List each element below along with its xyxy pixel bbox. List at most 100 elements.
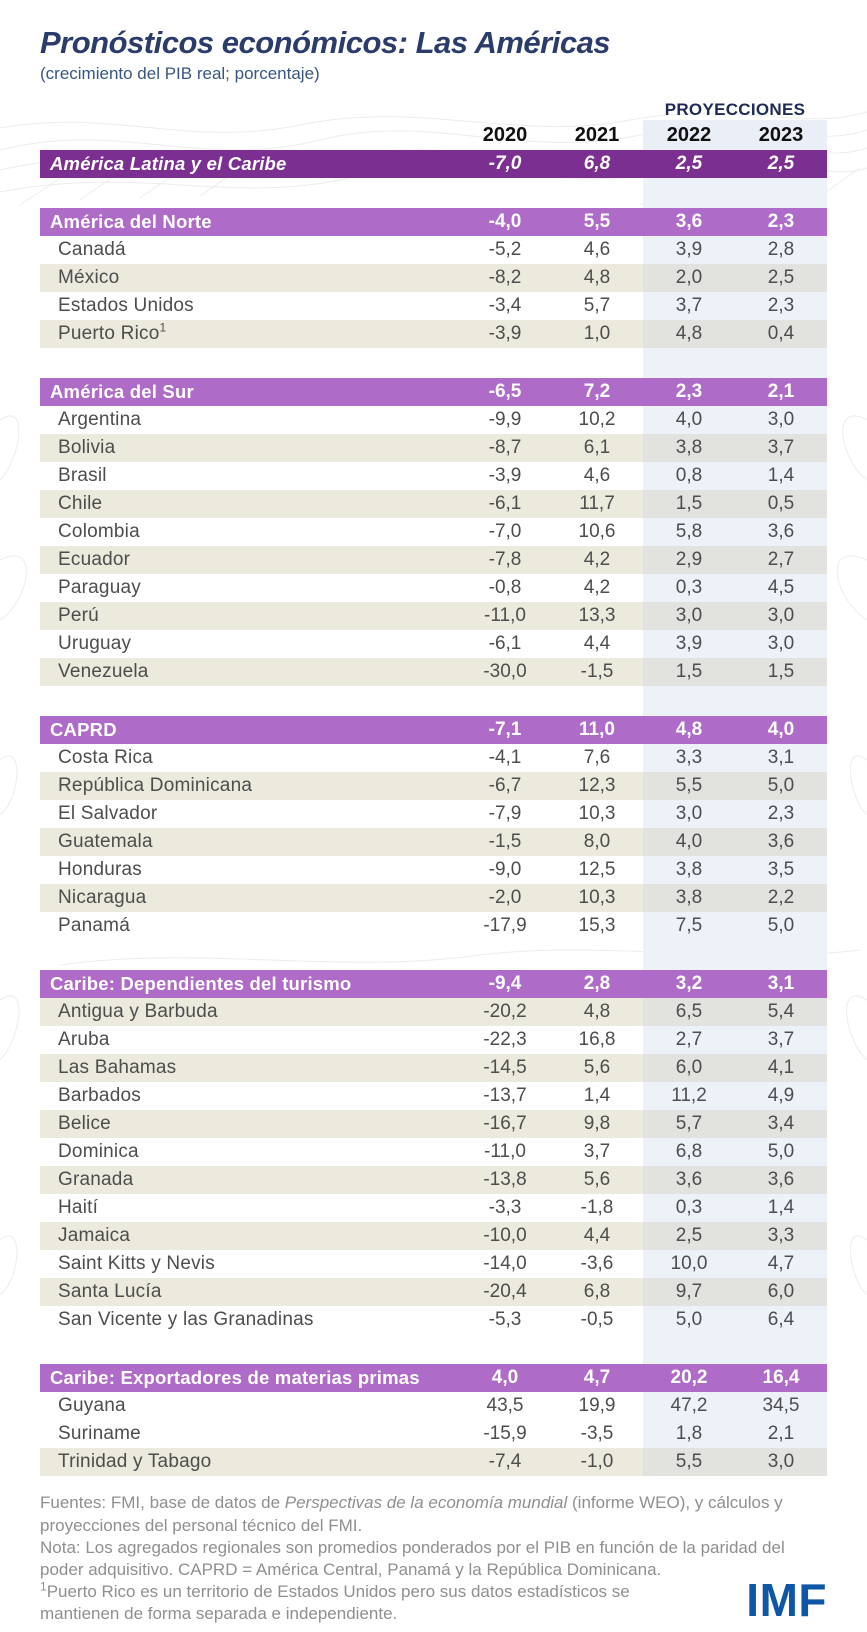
imf-logo: IMF	[746, 1574, 827, 1627]
country-value: -10,0	[483, 1225, 527, 1247]
country-name: Canadá	[58, 239, 126, 261]
table-row: Argentina -9,9 10,2 4,0 3,0	[40, 406, 827, 435]
country-label: México	[40, 267, 459, 289]
country-value: 13,3	[578, 605, 616, 627]
country-value: 11,7	[579, 493, 615, 515]
country-name: Paraguay	[58, 577, 141, 599]
country-value: 2,7	[643, 1026, 735, 1055]
country-value: 4,6	[583, 465, 611, 487]
country-name: Perú	[58, 605, 99, 627]
country-value: -20,4	[483, 1281, 527, 1303]
country-value: 5,0	[735, 772, 827, 801]
country-value: 3,8	[643, 884, 735, 913]
country-value: 4,6	[583, 239, 611, 261]
country-value: 2,1	[735, 1420, 827, 1449]
country-value: 5,8	[643, 518, 735, 547]
country-value: 4,1	[735, 1054, 827, 1083]
section-header-row: CAPRD -7,1 11,0 4,8 4,0	[40, 716, 827, 745]
country-label: Paraguay	[40, 577, 459, 599]
country-name: Barbados	[58, 1085, 141, 1107]
country-value: -8,2	[488, 267, 522, 289]
country-value: 4,9	[735, 1082, 827, 1111]
country-value: -3,5	[580, 1423, 614, 1445]
country-name: Granada	[58, 1169, 134, 1191]
country-value: -14,0	[483, 1253, 527, 1275]
footnote-reference: 1	[159, 323, 167, 336]
section-value: -9,4	[488, 973, 522, 995]
country-value: -6,1	[488, 493, 522, 515]
country-value: -11,0	[484, 1141, 526, 1163]
year-column-2022: 2022	[643, 120, 735, 151]
section-value: 4,0	[491, 1367, 519, 1389]
country-name: Trinidad y Tabago	[58, 1451, 212, 1473]
total-value-2023: 2,5	[767, 153, 795, 175]
country-value: -30,0	[483, 661, 527, 683]
country-value: -6,1	[488, 633, 522, 655]
table-row: República Dominicana -6,7 12,3 5,5 5,0	[40, 772, 827, 801]
country-name: Bolivia	[58, 437, 116, 459]
country-value: 6,5	[643, 998, 735, 1027]
footnote-text: Puerto Rico es un territorio de Estados …	[40, 1581, 630, 1623]
country-name: Venezuela	[58, 661, 149, 683]
country-value: 11,2	[643, 1082, 735, 1111]
table-row: Belice -16,7 9,8 5,7 3,4	[40, 1110, 827, 1139]
country-value: 2,0	[643, 264, 735, 293]
section-value: 5,5	[583, 211, 611, 233]
country-value: 4,5	[735, 574, 827, 603]
country-value: 3,7	[643, 292, 735, 321]
table-sections: América del Norte -4,0 5,5 3,6 2,3 Canadá -5,2…	[40, 178, 827, 1477]
table-row: Las Bahamas -14,5 5,6 6,0 4,1	[40, 1054, 827, 1083]
section-value: -6,5	[488, 381, 522, 403]
projections-label-row: PROYECCIONES	[40, 96, 827, 120]
country-label: República Dominicana	[40, 775, 459, 797]
country-label: San Vicente y las Granadinas	[40, 1309, 459, 1331]
section-header-row: Caribe: Exportadores de materias primas 4…	[40, 1364, 827, 1393]
section-value: 7,2	[583, 381, 611, 403]
country-label: Costa Rica	[40, 747, 459, 769]
country-value: 5,0	[735, 912, 827, 941]
country-label: Estados Unidos	[40, 295, 459, 317]
country-name: Haití	[58, 1197, 99, 1219]
country-name: Estados Unidos	[58, 295, 194, 317]
section-value: 3,6	[675, 211, 703, 233]
country-value: 12,3	[578, 775, 616, 797]
country-value: 10,3	[578, 887, 616, 909]
country-label: Santa Lucía	[40, 1281, 459, 1303]
country-label: Argentina	[40, 409, 459, 431]
country-value: -3,3	[488, 1197, 522, 1219]
country-value: 2,9	[643, 546, 735, 575]
country-name: El Salvador	[58, 803, 158, 825]
country-value: 5,7	[643, 1110, 735, 1139]
section-label: CAPRD	[50, 719, 117, 741]
country-value: -5,3	[488, 1309, 522, 1331]
country-value: 3,0	[735, 602, 827, 631]
country-value: 1,4	[583, 1085, 611, 1107]
year-column-2023: 2023	[735, 120, 827, 151]
country-value: -9,0	[488, 859, 522, 881]
section-value: 4,7	[583, 1367, 611, 1389]
section-value: 4,0	[767, 719, 795, 741]
table-row: Granada -13,8 5,6 3,6 3,6	[40, 1166, 827, 1195]
country-label: Nicaragua	[40, 887, 459, 909]
country-value: -6,7	[488, 775, 522, 797]
country-value: 1,0	[583, 323, 611, 345]
page-subtitle: (crecimiento del PIB real; porcentaje)	[40, 64, 320, 84]
total-value-2022: 2,5	[675, 153, 703, 175]
country-value: -3,4	[488, 295, 522, 317]
section-value: 3,2	[675, 973, 703, 995]
country-value: 10,3	[578, 803, 616, 825]
table-row: Perú -11,0 13,3 3,0 3,0	[40, 602, 827, 631]
country-label: Chile	[40, 493, 459, 515]
country-name: Chile	[58, 493, 103, 515]
country-value: -4,1	[488, 747, 522, 769]
country-value: 19,9	[578, 1395, 616, 1417]
country-label: Perú	[40, 605, 459, 627]
sources-text: Fuentes: FMI, base de datos de	[40, 1493, 285, 1513]
country-value: 1,4	[735, 462, 827, 491]
country-value: 2,3	[735, 292, 827, 321]
country-label: Brasil	[40, 465, 459, 487]
country-value: 4,0	[643, 828, 735, 857]
country-value: 3,0	[643, 800, 735, 829]
forecast-table: 2020 2021 2022 2023 América Latina y el …	[40, 120, 827, 1477]
section-value: 3,1	[767, 973, 795, 995]
